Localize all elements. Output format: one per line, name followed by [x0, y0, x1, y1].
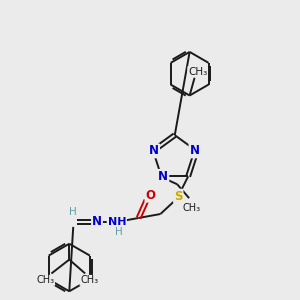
- Text: O: O: [146, 189, 155, 202]
- Text: S: S: [174, 190, 182, 203]
- Text: CH₃: CH₃: [182, 203, 200, 213]
- Text: CH₃: CH₃: [80, 275, 98, 285]
- Text: H: H: [115, 227, 123, 237]
- Text: N: N: [92, 215, 102, 228]
- Text: CH₃: CH₃: [36, 275, 55, 285]
- Text: N: N: [158, 170, 168, 183]
- Text: CH₃: CH₃: [188, 67, 207, 77]
- Text: NH: NH: [108, 217, 126, 227]
- Text: N: N: [190, 144, 200, 158]
- Text: H: H: [69, 207, 77, 217]
- Text: N: N: [149, 144, 159, 158]
